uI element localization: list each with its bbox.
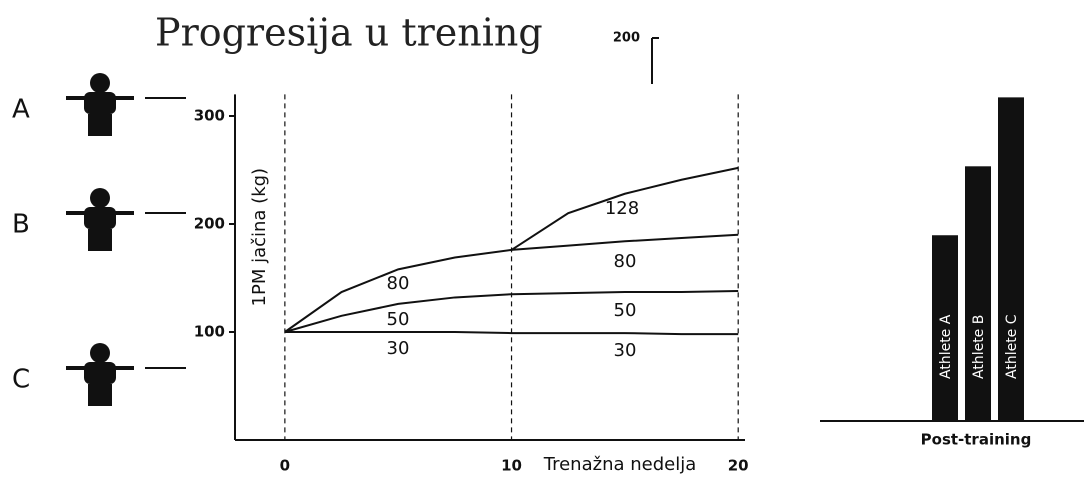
x-axis-label: Trenažna nedelja bbox=[543, 454, 697, 475]
y-axis-label: 1PM jačina (kg) bbox=[249, 168, 270, 307]
bar-label: Athlete C bbox=[1004, 314, 1020, 379]
icon-head bbox=[90, 343, 110, 363]
series-line bbox=[510, 166, 739, 251]
icon-head bbox=[90, 73, 110, 93]
series-line bbox=[284, 289, 739, 333]
series-label: 80 bbox=[387, 273, 410, 294]
athlete-letter: C bbox=[12, 365, 30, 395]
icon-body bbox=[84, 92, 116, 114]
series-label: 50 bbox=[387, 309, 410, 330]
bar bbox=[932, 235, 958, 421]
bar-label: Athlete B bbox=[971, 315, 987, 379]
series-label: 128 bbox=[605, 198, 639, 219]
series-label: 80 bbox=[614, 251, 637, 272]
icon-legs bbox=[88, 229, 112, 251]
icon-legs bbox=[88, 384, 112, 406]
bar bbox=[965, 166, 991, 421]
series-label: 30 bbox=[614, 340, 637, 361]
athlete-letter: A bbox=[12, 95, 30, 125]
bar-label: Athlete A bbox=[938, 314, 954, 379]
slide-title: Progresija u trening bbox=[155, 11, 543, 55]
bar bbox=[998, 97, 1024, 422]
athletes: A B C bbox=[12, 73, 186, 406]
line-panel bbox=[180, 84, 812, 479]
icon-body bbox=[84, 207, 116, 229]
icon-head bbox=[90, 188, 110, 208]
x-tick-label: 10 bbox=[501, 457, 522, 475]
bar-chart: 200 Athlete A Athlete B Athlete C Post-train… bbox=[613, 31, 1084, 449]
x-tick-label: 0 bbox=[280, 457, 290, 475]
bar-y-tick-label: 200 bbox=[613, 31, 640, 46]
bar-x-label: Post-training bbox=[921, 431, 1032, 449]
y-tick-label: 300 bbox=[194, 107, 225, 125]
series-line bbox=[284, 331, 739, 336]
line-chart: 100 200 300 0 10 20 1PM jačina (kg) Trenažna ne… bbox=[194, 94, 749, 475]
y-tick-label: 100 bbox=[194, 323, 225, 341]
x-tick-label: 20 bbox=[728, 457, 749, 475]
series-line bbox=[284, 233, 739, 333]
series-label: 50 bbox=[614, 300, 637, 321]
series-label: 30 bbox=[387, 338, 410, 359]
icon-body bbox=[84, 362, 116, 384]
icon-legs bbox=[88, 114, 112, 136]
athlete-letter: B bbox=[12, 210, 30, 240]
y-tick-label: 200 bbox=[194, 215, 225, 233]
